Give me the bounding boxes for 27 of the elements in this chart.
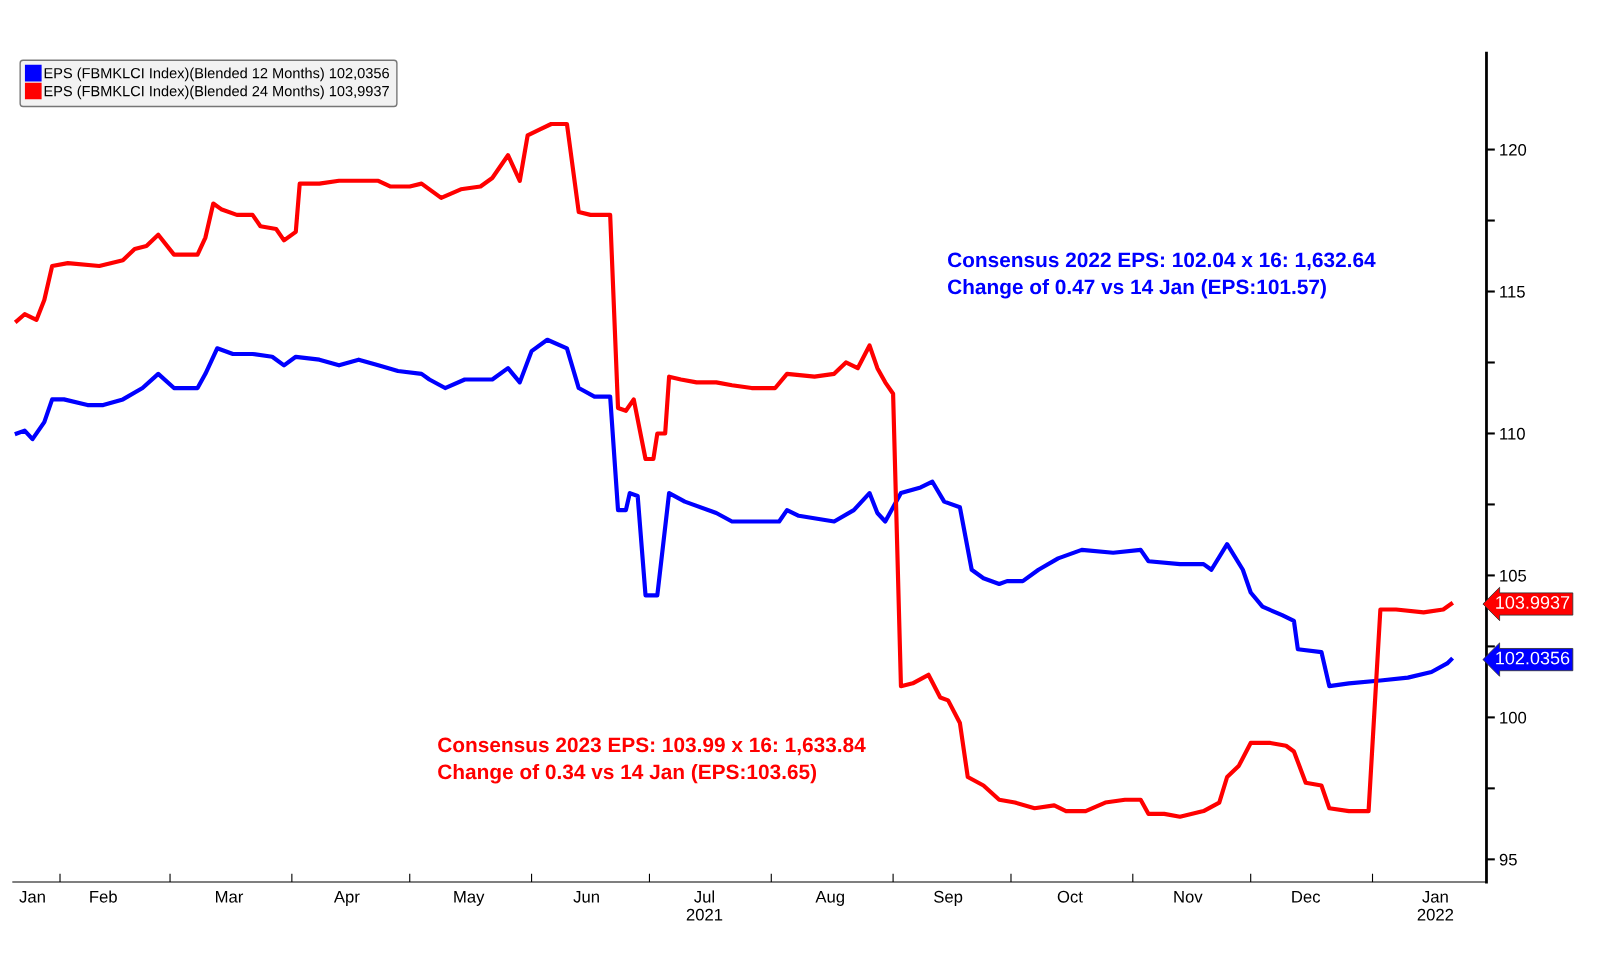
- x-tick-label: Jun: [573, 891, 599, 903]
- x-tick-label: Jul 2021: [686, 890, 723, 921]
- x-tick-label: May: [454, 891, 485, 906]
- legend-label: EPS (FBMKLCI Index)(Blended 12 Months) 102,0356: [44, 67, 389, 82]
- x-tick-label: Jan 2022: [1417, 891, 1454, 921]
- y-tick-label: 95: [1499, 853, 1517, 866]
- y-tick-label: 115: [1500, 286, 1525, 298]
- x-tick-label: Aug: [815, 891, 844, 906]
- text: 102.0356: [1496, 651, 1570, 665]
- legend-label: EPS (FBMKLCI Index)(Blended 24 Months) 103,9937: [44, 85, 389, 100]
- y-tick-label: 110: [1500, 427, 1525, 440]
- y-tick-label: 120: [1500, 143, 1527, 156]
- y-tick-label: 105: [1500, 569, 1527, 582]
- line-series: [14, 121, 1454, 819]
- x-tick-label: Mar: [216, 891, 244, 903]
- x-tick-label: Apr: [333, 891, 360, 906]
- line-series: [14, 337, 1454, 689]
- x-tick-label: Sep: [934, 890, 963, 906]
- x-tick-label: Feb: [90, 890, 117, 903]
- text: 103.9937: [1496, 596, 1570, 609]
- annotation: Consensus 2022 EPS: 102.04 x 16: 1,632.64 Change of 0.47 vs 14 Jan (EPS:101.57): [947, 252, 1376, 299]
- x-tick-label: Dec: [1292, 891, 1321, 903]
- x-tick-label: Jan: [19, 891, 45, 903]
- x-tick-label: Nov: [1174, 891, 1203, 903]
- annotation: Consensus 2023 EPS: 103.99 x 16: 1,633.84 Change of 0.34 vs 14 Jan (EPS:103.65): [438, 737, 866, 784]
- x-tick-label: Oct: [1057, 890, 1083, 903]
- y-tick-label: 100: [1500, 711, 1527, 724]
